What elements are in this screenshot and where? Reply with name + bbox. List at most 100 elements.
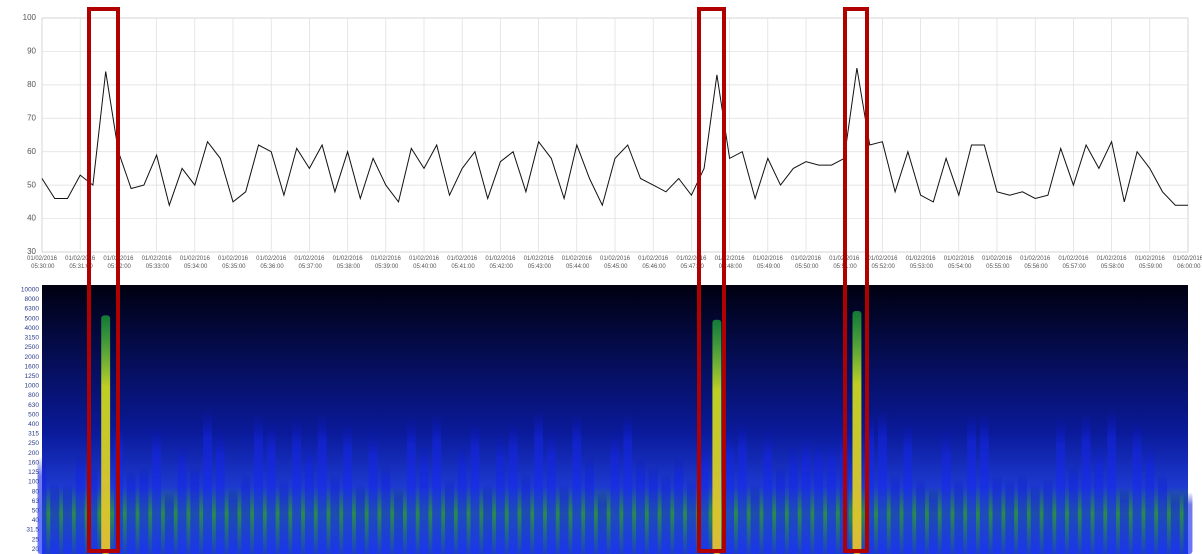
spectrogram-column <box>1018 474 1027 554</box>
spectrogram-column <box>419 443 429 554</box>
spectrogram-column <box>674 456 684 554</box>
spectrogram-column <box>190 465 200 554</box>
spectrogram-column <box>1094 443 1104 554</box>
x-tick-label: 01/02/2016 05:52:00 <box>867 256 898 270</box>
highlight-box <box>87 7 120 553</box>
spectrogram-column <box>546 430 556 554</box>
frequency-label: 100 <box>28 479 39 486</box>
x-tick-label: 01/02/2016 05:44:00 <box>562 256 593 270</box>
x-tick-label: 01/02/2016 05:40:00 <box>409 256 440 270</box>
spectrogram-column <box>928 487 938 554</box>
spectrogram-column <box>814 439 824 554</box>
y-tick-label: 40 <box>27 214 36 223</box>
frequency-label: 2000 <box>25 354 40 361</box>
spectrogram-column <box>1005 478 1015 554</box>
frequency-label: 125 <box>28 469 39 476</box>
frequency-label: 10000 <box>21 287 39 294</box>
spectrogram-column <box>750 483 760 554</box>
x-tick-label: 01/02/2016 05:48:00 <box>715 256 746 270</box>
x-tick-label: 01/02/2016 05:30:00 <box>27 256 58 270</box>
frequency-label: 50 <box>32 507 40 514</box>
spectrogram-column <box>266 421 276 554</box>
frequency-label: 3150 <box>25 335 40 342</box>
spectrogram-column <box>432 412 442 554</box>
spectrogram-column <box>164 492 174 554</box>
spectrogram-column <box>623 412 633 554</box>
frequency-label: 31.5 <box>26 527 39 534</box>
spectrogram-column <box>725 430 735 554</box>
x-tick-label: 01/02/2016 05:34:00 <box>180 256 211 270</box>
spectrogram-column <box>521 474 531 554</box>
x-tick-label: 01/02/2016 05:37:00 <box>294 256 325 270</box>
highlight-box <box>843 7 869 553</box>
frequency-label: 315 <box>28 431 39 438</box>
y-tick-label: 90 <box>27 47 36 56</box>
frequency-label: 200 <box>28 450 39 457</box>
spectrogram-column <box>126 470 136 554</box>
spectrogram-column <box>177 443 187 554</box>
x-tick-label: 01/02/2016 05:33:00 <box>142 256 173 270</box>
spectrogram-column <box>203 408 212 554</box>
frequency-label: 25 <box>32 536 40 543</box>
spectrogram-column <box>139 465 149 554</box>
spectrogram-column <box>534 408 544 554</box>
spectrogram-column <box>101 315 111 554</box>
y-tick-label: 50 <box>27 180 36 189</box>
spectrogram-column <box>406 417 416 554</box>
spectrogram-column <box>1056 417 1066 554</box>
spectrogram-column <box>890 474 900 554</box>
frequency-label: 4000 <box>25 325 40 332</box>
frequency-label: 8000 <box>25 296 40 303</box>
spectrogram-column <box>1170 492 1180 554</box>
x-tick-label: 01/02/2016 05:41:00 <box>447 256 478 270</box>
spectrogram-column <box>827 439 836 554</box>
spectrogram-column <box>254 412 263 554</box>
x-tick-label: 01/02/2016 05:47:00 <box>676 256 707 270</box>
spectrogram-column <box>1132 421 1142 554</box>
line-series <box>41 68 1188 207</box>
x-tick-label: 01/02/2016 05:58:00 <box>1097 256 1128 270</box>
spectrogram-column <box>916 478 926 554</box>
spectrogram-column <box>381 465 391 554</box>
spectrogram-column <box>597 492 607 554</box>
spectrogram-column <box>317 412 327 554</box>
y-tick-label: 30 <box>27 247 36 256</box>
x-tick-label: 01/02/2016 05:35:00 <box>218 256 249 270</box>
frequency-label: 2500 <box>25 344 40 351</box>
spectrogram-column <box>585 456 594 554</box>
frequency-label: 20 <box>32 546 40 553</box>
spectrogram-column <box>483 483 493 554</box>
spectrogram-column <box>368 430 378 554</box>
spectrogram-column <box>152 425 162 554</box>
spectrogram: 10000 8000 6300 5000 4000 3150 2500 2000 1600 125… <box>21 287 1193 554</box>
x-tick-label: 01/02/2016 06:00:00 <box>1173 256 1202 270</box>
spectrogram-column <box>648 465 658 554</box>
spectrogram-column <box>63 483 72 554</box>
frequency-label: 1000 <box>25 383 40 390</box>
spectrogram-column <box>457 443 467 554</box>
frequency-label: 80 <box>32 488 40 495</box>
x-tick-label: 01/02/2016 05:56:00 <box>1020 256 1051 270</box>
x-tick-label: 01/02/2016 05:31:00 <box>65 256 96 270</box>
spectrogram-column <box>304 443 314 554</box>
spectrogram-column <box>1145 443 1155 554</box>
spectrogram-column <box>1158 474 1167 554</box>
x-tick-label: 01/02/2016 05:38:00 <box>333 256 364 270</box>
spectrogram-column <box>355 483 365 554</box>
x-tick-label: 01/02/2016 05:45:00 <box>600 256 631 270</box>
spectrogram-column <box>941 430 951 554</box>
spectrogram-column <box>508 421 518 554</box>
spectrogram-column <box>636 456 645 554</box>
spectrogram-column <box>610 430 620 554</box>
spectrogram-column <box>1030 483 1040 554</box>
spectrogram-column <box>788 443 798 554</box>
spectrogram-column <box>852 310 862 554</box>
spectrogram-column <box>1183 492 1193 554</box>
frequency-label: 1600 <box>25 363 40 370</box>
spectrogram-column <box>967 412 976 554</box>
spectrogram-column <box>292 417 302 554</box>
spectrogram-column <box>763 430 773 554</box>
frequency-label: 40 <box>32 517 40 524</box>
spectrogram-column <box>661 474 671 554</box>
x-tick-label: 01/02/2016 05:57:00 <box>1058 256 1089 270</box>
